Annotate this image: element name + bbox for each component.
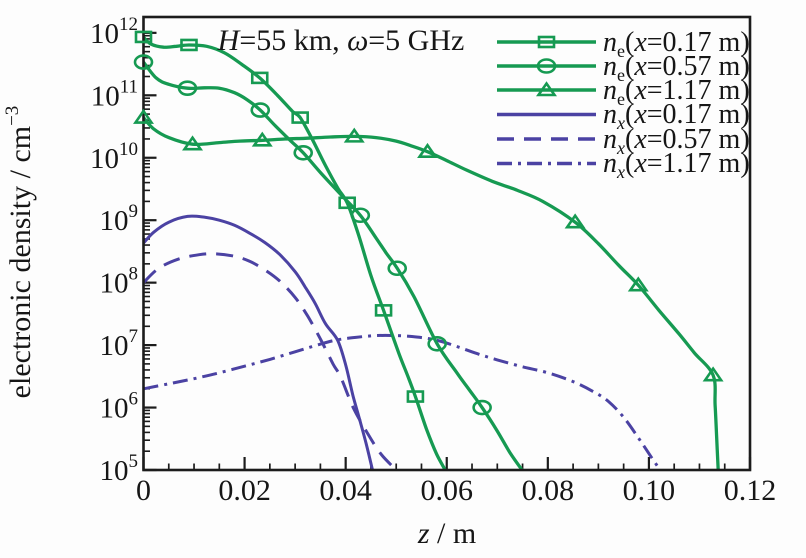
marker-ne-x117: [627, 276, 649, 292]
marker-ne-x057: [387, 260, 408, 277]
legend-marker-ne-x057: [536, 58, 557, 74]
curve-nx-x117: [143, 333, 662, 471]
y-tick-label: 108: [100, 264, 139, 300]
marker-ne-x057: [427, 335, 447, 352]
marker-ne-x017: [406, 390, 425, 403]
marker-ne-x017: [291, 111, 309, 124]
y-tick-label: 105: [100, 451, 139, 487]
legend-item-nx-017: nx(x=0.17 m): [603, 99, 750, 133]
legend: ne(x=0.17 m) ne(x=0.57 m) ne(x=1.17 m) n…: [603, 27, 750, 182]
tick-labels-and-markers: 0 0.02 0.04 0.06 0.08 0.10 0.12 105 106 107 108 109…: [90, 14, 776, 507]
marker-ne-x057: [293, 145, 314, 161]
plot-title: H=55 km, ω=5 GHz: [217, 24, 465, 57]
y-axis-label: electronic density / cm−3: [2, 106, 37, 399]
curve-ne-x017: [142, 36, 447, 471]
marker-ne-x117: [182, 135, 204, 151]
marker-ne-x057: [250, 102, 271, 118]
marker-ne-x117: [133, 108, 154, 124]
x-tick-label: 0.04: [319, 474, 372, 507]
marker-ne-x017: [374, 304, 393, 317]
marker-ne-x057: [472, 399, 492, 416]
legend-item-nx-117: nx(x=1.17 m): [603, 148, 750, 182]
marker-ne-x057: [350, 207, 371, 224]
legend-item-ne-117: ne(x=1.17 m): [603, 75, 750, 109]
marker-ne-x057: [133, 54, 154, 70]
marker-ne-x117: [251, 131, 273, 147]
y-tick-label: 1012: [90, 14, 138, 50]
marker-ne-x117: [702, 366, 724, 382]
x-tick-label: 0.10: [623, 474, 676, 507]
marker-ne-x017: [134, 30, 153, 44]
y-tick-label: 109: [100, 201, 139, 237]
legend-item-nx-057: nx(x=0.57 m): [603, 124, 750, 158]
y-tick-label: 1010: [90, 139, 138, 175]
curve-nx-x017: [142, 214, 374, 471]
curves: [142, 36, 720, 472]
x-tick-label: 0.12: [724, 474, 777, 507]
legend-item-ne-017: ne(x=0.17 m): [603, 27, 750, 61]
legend-marker-ne-x117: [536, 81, 557, 97]
curve-ne-x057: [142, 61, 524, 471]
y-tick-label: 107: [100, 326, 139, 362]
marker-ne-x017: [180, 38, 198, 52]
legend-marker-ne-x017: [537, 35, 556, 49]
marker-ne-x117: [564, 213, 586, 229]
marker-ne-x017: [250, 71, 269, 85]
curve-nx-x057: [142, 252, 398, 472]
x-tick-label: 0.06: [421, 474, 474, 507]
marker-ne-x117: [417, 142, 439, 158]
marker-ne-x117: [343, 127, 365, 143]
x-tick-label: 0: [136, 474, 151, 507]
plot-frame: [142, 15, 752, 472]
marker-ne-x017: [338, 196, 356, 210]
marker-ne-x057: [177, 80, 198, 96]
x-axis-label: z / m: [417, 517, 476, 550]
x-tick-label: 0.08: [522, 474, 575, 507]
y-tick-label: 1011: [91, 76, 138, 112]
legend-item-ne-057: ne(x=0.57 m): [603, 51, 750, 85]
x-tick-label: 0.02: [218, 474, 271, 507]
y-tick-label: 106: [100, 389, 139, 425]
curve-ne-x117: [142, 116, 720, 471]
